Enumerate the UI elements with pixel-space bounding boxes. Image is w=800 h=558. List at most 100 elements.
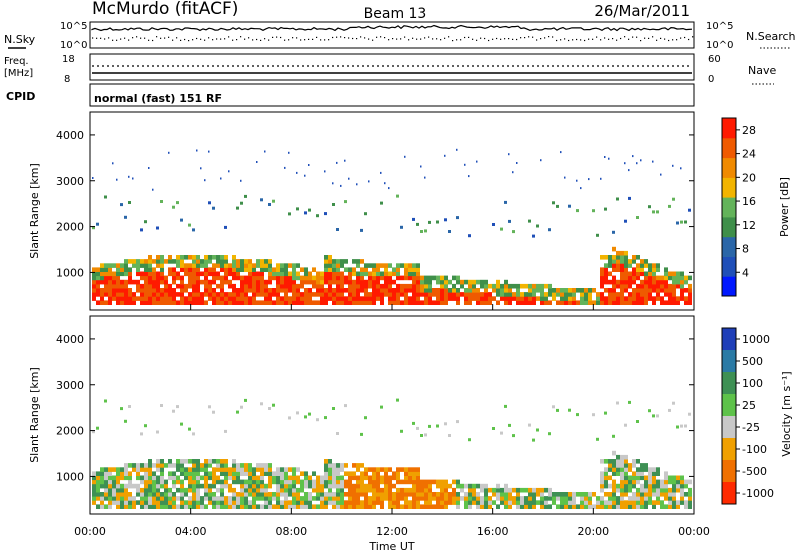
power-cell: [236, 271, 240, 277]
power-cell: [368, 296, 372, 301]
velocity-cell: [428, 496, 432, 501]
power-cell: [352, 267, 356, 272]
velocity-cell: [108, 492, 112, 497]
power-cell: [420, 279, 424, 285]
power-cell: [96, 275, 100, 281]
power-cell: [136, 283, 140, 289]
velocity-cell: [504, 504, 508, 509]
power-cell: [148, 263, 152, 268]
velocity-cell: [472, 492, 476, 497]
power-cell: [180, 267, 184, 272]
velocity-cell: [120, 471, 124, 476]
power-cell: [376, 283, 380, 289]
velocity-cell: [604, 411, 607, 415]
power-cell: [680, 292, 684, 297]
power-cell: [248, 275, 252, 281]
velocity-cell: [100, 483, 104, 489]
velocity-cell: [304, 492, 308, 497]
power-cell: [480, 292, 484, 297]
velocity-cell: [316, 504, 320, 509]
velocity-cell: [496, 483, 500, 489]
velocity-cell: [340, 479, 344, 485]
power-cell: [612, 283, 616, 289]
noise-search-dot: [516, 38, 518, 41]
power-cell: [628, 279, 632, 285]
velocity-cell: [412, 492, 416, 497]
velocity-cell: [236, 471, 240, 476]
velocity-cell: [640, 483, 644, 489]
power-cell: [308, 164, 310, 166]
power-cell: [188, 267, 192, 272]
noise-search-dot: [128, 39, 130, 41]
power-cell: [632, 259, 636, 264]
power-cell: [484, 300, 488, 305]
velocity-cell: [324, 483, 328, 489]
power-cell: [232, 263, 236, 268]
noise-search-dot: [372, 39, 374, 41]
power-cell: [356, 271, 360, 277]
power-cell: [256, 259, 260, 264]
velocity-cell: [144, 496, 148, 501]
velocity-cell: [352, 504, 356, 509]
velocity-cell: [336, 432, 339, 435]
velocity-cell: [176, 459, 180, 464]
power-cell: [396, 275, 400, 281]
velocity-cell: [332, 407, 335, 410]
velocity-cell: [232, 496, 236, 501]
velocity-cell: [160, 500, 164, 505]
velocity-cell: [428, 492, 432, 497]
velocity-cell: [96, 471, 100, 476]
velocity-cell: [272, 403, 275, 407]
power-cell: [144, 292, 148, 297]
noise-search-dot: [292, 37, 294, 39]
velocity-cell: [268, 471, 272, 476]
power-cell: [268, 300, 272, 305]
power-cell: [196, 259, 200, 264]
freq-tick-bottom: 8: [64, 74, 70, 85]
velocity-cell: [488, 504, 492, 509]
noise-search-dot: [556, 39, 558, 42]
power-cell: [384, 182, 386, 185]
power-cell: [364, 288, 368, 293]
velocity-cell: [304, 483, 308, 489]
velocity-cell: [360, 475, 364, 481]
velocity-cell: [468, 487, 472, 493]
velocity-cell: [296, 467, 300, 472]
velocity-cell: [356, 475, 360, 481]
power-cell: [568, 288, 572, 293]
power-cell: [404, 263, 408, 268]
power-cell: [96, 292, 100, 297]
power-cell: [556, 288, 560, 293]
power-cell: [448, 296, 452, 301]
velocity-cell: [96, 479, 100, 485]
velocity-colorbar-frame: [721, 327, 737, 505]
power-cell: [300, 283, 304, 289]
power-cell: [324, 263, 328, 268]
power-cell: [660, 296, 664, 301]
velocity-cell: [416, 426, 419, 430]
power-cell: [544, 296, 548, 301]
power-cell: [388, 283, 392, 289]
power-cell: [264, 288, 268, 293]
power-cell: [232, 271, 236, 277]
velocity-cell: [232, 463, 236, 468]
power-cell: [408, 267, 412, 272]
power-cell: [220, 279, 224, 285]
power-cell: [304, 288, 308, 293]
velocity-cell: [364, 487, 368, 493]
power-cell: [468, 279, 472, 285]
velocity-cell: [136, 475, 140, 481]
power-cell: [632, 271, 636, 277]
power-cell: [632, 255, 636, 260]
power-cell: [252, 288, 256, 293]
power-cell: [124, 283, 128, 289]
velocity-cell: [160, 471, 164, 476]
power-cell: [532, 288, 536, 293]
power-colorbar-swatch: [722, 276, 736, 297]
velocity-cell: [196, 500, 200, 505]
power-cell: [320, 279, 324, 285]
velocity-cell: [444, 504, 448, 509]
power-cell: [168, 271, 172, 277]
power-cell: [596, 292, 600, 297]
power-cell: [380, 288, 384, 293]
